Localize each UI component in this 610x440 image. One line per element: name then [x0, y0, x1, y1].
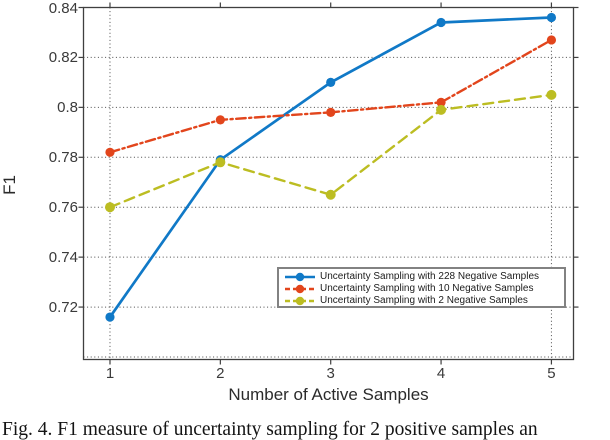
series-line	[108, 38, 553, 154]
y-tick-label: 0.78	[48, 149, 78, 167]
legend-line-sample-icon	[285, 296, 315, 306]
legend-item: Uncertainty Sampling with 10 Negative Sa…	[284, 283, 560, 295]
data-point-marker	[436, 17, 446, 28]
data-point-marker	[436, 97, 446, 107]
data-point-marker	[215, 157, 226, 168]
legend-label: Uncertainty Sampling with 2 Negative Sam…	[320, 295, 528, 306]
data-point-marker	[546, 35, 557, 45]
y-tick-label: 0.84	[48, 0, 78, 17]
legend-label: Uncertainty Sampling with 228 Negative S…	[320, 271, 539, 282]
legend-item: Uncertainty Sampling with 2 Negative Sam…	[284, 295, 560, 307]
plot-border	[82, 6, 575, 361]
data-point-marker	[326, 77, 336, 87]
legend-line-sample-icon	[285, 272, 315, 282]
data-point-marker	[546, 12, 557, 23]
x-axis-label: Number of Active Samples	[228, 385, 429, 404]
legend-item: Uncertainty Sampling with 228 Negative S…	[284, 271, 560, 283]
y-tick-label: 0.8	[57, 99, 78, 117]
data-point-marker	[104, 202, 115, 213]
data-point-marker	[215, 115, 225, 125]
data-point-marker	[105, 312, 115, 322]
y-tick-label: 0.76	[48, 199, 78, 217]
legend-label: Uncertainty Sampling with 10 Negative Sa…	[320, 283, 534, 294]
x-tick-label: 3	[326, 364, 335, 382]
data-point-marker	[325, 189, 336, 200]
legend: Uncertainty Sampling with 228 Negative S…	[277, 267, 566, 308]
x-tick-label: 1	[105, 364, 115, 382]
data-point-marker	[326, 107, 336, 117]
data-point-marker	[436, 104, 447, 115]
y-tick-label: 0.82	[48, 49, 78, 67]
legend-line-sample-icon	[285, 284, 315, 294]
x-tick-label: 5	[547, 364, 556, 382]
x-tick-label: 2	[216, 364, 225, 382]
x-tick-label: 4	[436, 364, 446, 382]
y-tick-label: 0.72	[48, 299, 78, 317]
data-point-marker	[105, 147, 115, 157]
data-point-marker	[546, 89, 557, 100]
figure-caption: Fig. 4. F1 measure of uncertainty sampli…	[2, 419, 538, 440]
y-axis-label: F1	[0, 175, 19, 195]
y-tick-label: 0.74	[48, 249, 78, 267]
